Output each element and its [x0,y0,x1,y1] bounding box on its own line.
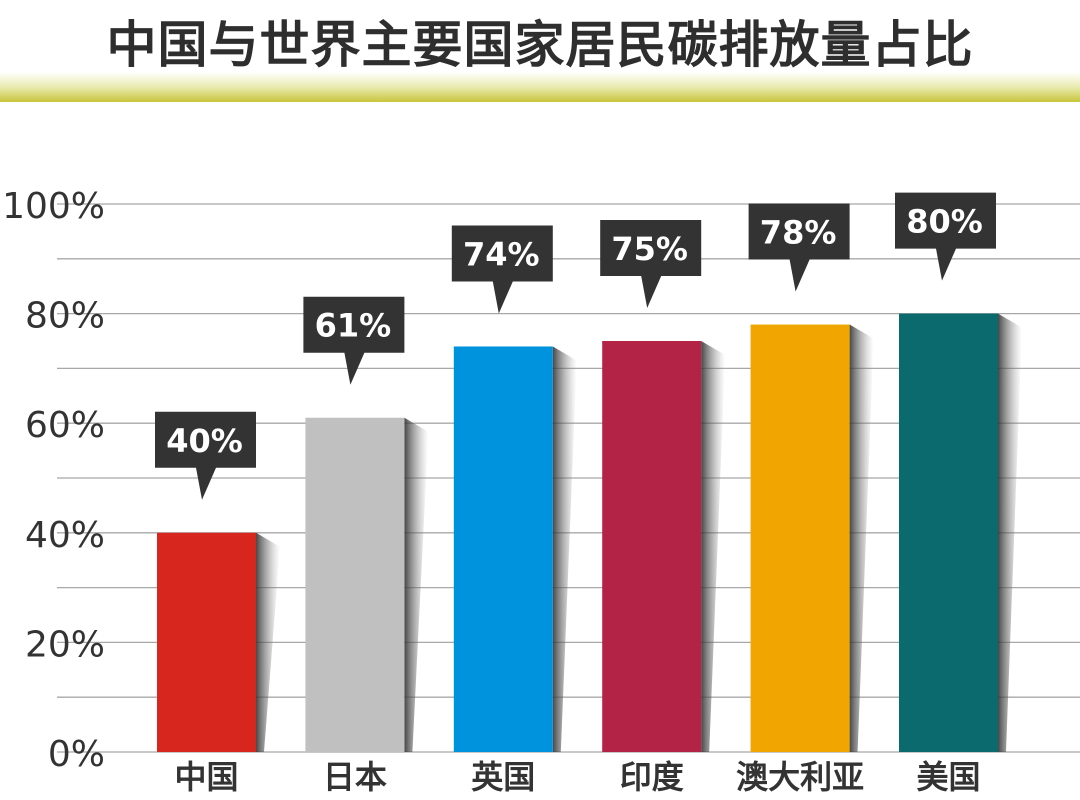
bar-shadow [552,346,577,752]
title-underline-band [0,72,1080,102]
value-callout [451,225,553,314]
x-tick-label: 美国 [916,758,980,796]
value-callout [155,411,256,500]
bar-6 [899,313,998,752]
value-label: 78% [760,214,837,252]
bar-shadow [701,341,726,752]
x-tick-label: 日本 [323,758,387,796]
value-callout [895,192,996,281]
value-label: 80% [906,203,983,241]
y-tick-label: 0% [48,734,105,775]
y-tick-label: 100% [2,186,105,227]
bar-shadow [849,324,874,752]
x-tick-label: 印度 [620,758,684,796]
bar-shadow [998,313,1022,752]
y-tick-label: 80% [25,296,105,337]
y-tick-label: 40% [25,515,105,556]
value-label: 40% [166,422,243,460]
chart-title: 中国与世界主要国家居民碳排放量占比 [106,15,974,74]
bar-4 [602,341,702,752]
bar-shadow [256,532,280,752]
value-label: 75% [611,230,688,268]
y-tick-label: 20% [25,624,105,665]
value-callout [748,203,850,292]
bar-5 [750,324,850,752]
x-tick-label: 中国 [174,758,238,796]
value-callout [303,296,405,385]
bar-3 [453,346,553,752]
value-label: 61% [315,307,392,345]
value-label: 74% [463,235,540,273]
bar-2 [305,417,405,752]
x-tick-label: 澳大利亚 [736,758,864,796]
value-callout [600,220,702,308]
y-tick-label: 60% [25,405,105,446]
bar-1 [157,532,256,752]
x-tick-label: 英国 [471,758,535,796]
bar-shadow [404,417,429,752]
